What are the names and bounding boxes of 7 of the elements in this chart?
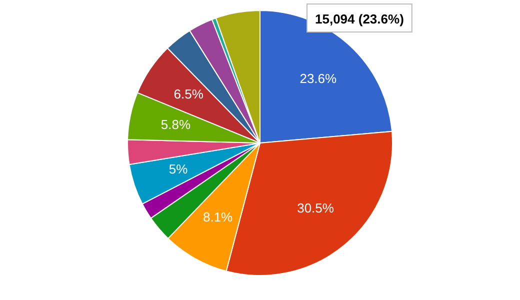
data-label: 6.5% bbox=[174, 86, 204, 102]
data-label: 5.8% bbox=[160, 116, 191, 132]
data-label: 5% bbox=[168, 162, 188, 177]
text: 15,094 (23.6%) bbox=[315, 12, 404, 27]
data-label: 23.6% bbox=[300, 71, 338, 86]
data-label: 8.1% bbox=[202, 210, 234, 225]
data-label: 30.5% bbox=[297, 200, 334, 216]
